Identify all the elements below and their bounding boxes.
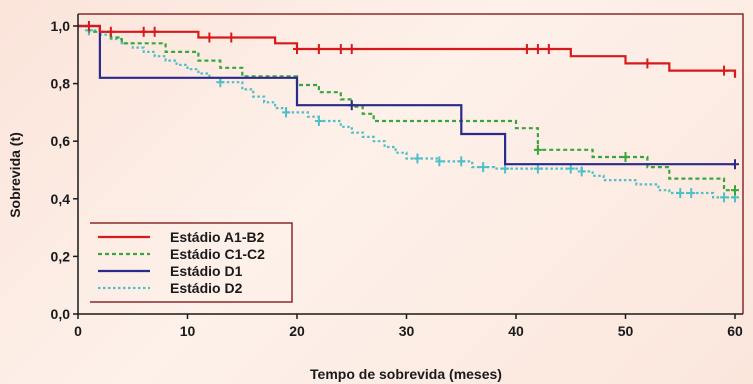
censor-mark — [314, 44, 323, 55]
legend-label: Estádio D1 — [170, 263, 243, 279]
censor-mark — [544, 44, 553, 55]
censor-mark — [413, 153, 422, 164]
censor-mark — [106, 26, 115, 37]
x-axis-label: Tempo de sobrevida (meses) — [310, 366, 502, 382]
censor-mark — [621, 152, 630, 163]
censor-mark — [533, 144, 542, 155]
censor-mark — [479, 162, 488, 173]
series-line-2 — [78, 24, 735, 166]
x-tick-label: 40 — [508, 323, 524, 339]
censor-mark — [282, 107, 291, 118]
plot-frame — [78, 13, 744, 314]
y-tick-label: 0,6 — [51, 133, 71, 149]
x-tick-label: 0 — [74, 323, 82, 339]
censor-mark — [227, 32, 236, 43]
y-tick-label: 0,0 — [51, 306, 71, 322]
censor-mark — [139, 26, 148, 37]
censor-mark — [676, 188, 685, 199]
censor-mark — [336, 44, 345, 55]
censor-mark — [731, 185, 739, 196]
censor-mark — [731, 159, 739, 170]
y-tick-label: 0,2 — [51, 248, 71, 264]
censor-mark — [347, 100, 356, 111]
censor-mark — [293, 44, 301, 55]
legend-label: Estádio C1-C2 — [170, 246, 265, 262]
censor-mark — [533, 44, 542, 55]
y-tick-label: 1,0 — [51, 18, 71, 34]
censor-mark — [687, 188, 696, 199]
censor-mark — [150, 26, 159, 37]
legend-label: Estádio A1-B2 — [170, 229, 265, 245]
censor-mark — [347, 44, 356, 55]
legend-frame — [90, 222, 293, 303]
y-tick-label: 0,8 — [51, 76, 71, 92]
x-tick-label: 50 — [618, 323, 634, 339]
censor-mark — [522, 44, 531, 55]
series-line-1 — [78, 24, 735, 192]
x-tick-label: 20 — [289, 323, 305, 339]
legend-label: Estádio D2 — [170, 280, 243, 296]
y-axis-label: Sobrevida (t) — [7, 132, 23, 218]
x-tick-label: 30 — [399, 323, 415, 339]
censor-mark — [643, 58, 652, 69]
censor-mark — [720, 192, 729, 203]
censor-mark — [720, 65, 729, 76]
x-tick-label: 60 — [727, 323, 743, 339]
censor-mark — [577, 166, 586, 177]
censor-mark — [314, 116, 323, 127]
censor-mark — [84, 21, 93, 31]
y-tick-label: 0,4 — [51, 191, 71, 207]
censor-mark — [435, 156, 444, 167]
series-line-3 — [78, 24, 735, 199]
censor-mark — [457, 156, 466, 167]
censor-mark — [205, 32, 214, 43]
x-tick-label: 10 — [180, 323, 196, 339]
series-line-0 — [78, 24, 737, 78]
